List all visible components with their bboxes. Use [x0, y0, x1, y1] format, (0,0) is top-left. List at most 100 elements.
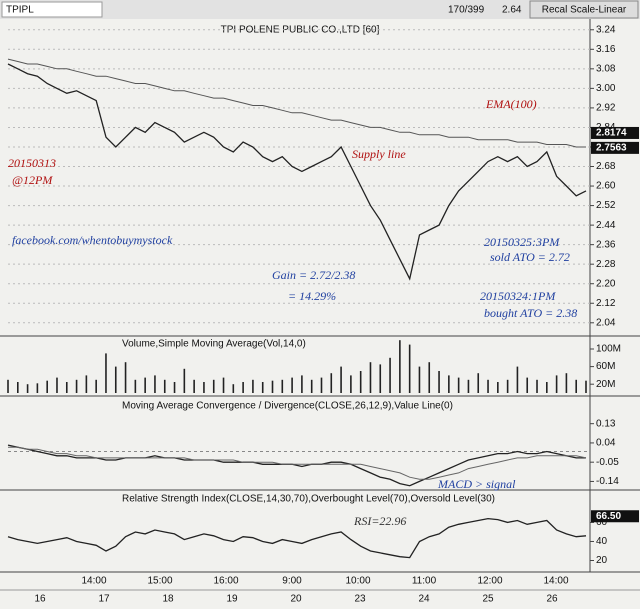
volume-bar	[448, 375, 450, 393]
volume-bar	[154, 375, 156, 393]
volume-bar	[114, 366, 117, 393]
series-line	[7, 517, 587, 559]
last-value-box	[591, 141, 639, 154]
date-label: 25	[482, 594, 494, 605]
volume-bar	[408, 344, 411, 393]
date-label: 17	[98, 594, 110, 605]
series-line	[7, 444, 586, 487]
y-tick-label: 20	[596, 555, 608, 566]
annotation: 20150313	[8, 156, 56, 170]
volume-bar	[555, 375, 558, 393]
volume-bar	[7, 379, 9, 393]
volume-bar	[379, 364, 382, 393]
volume-bar	[575, 379, 578, 393]
annotation: = 14.29%	[288, 289, 336, 303]
time-label: 16:00	[213, 576, 238, 587]
annotation: facebook.com/whentobuymystock	[12, 233, 173, 247]
y-tick-label: 2.44	[596, 220, 616, 231]
last-value-box	[591, 126, 639, 139]
date-label: 18	[162, 594, 174, 605]
series-line	[7, 58, 586, 148]
volume-bar	[320, 377, 323, 393]
y-tick-label: 3.16	[596, 44, 616, 55]
time-label: 10:00	[345, 576, 370, 587]
annotation: MACD > signal	[437, 477, 516, 491]
y-tick-label: 3.08	[596, 63, 616, 74]
symbol-box[interactable]	[1, 1, 103, 18]
annotation: RSI=22.96	[353, 514, 406, 528]
volume-bar	[261, 382, 264, 393]
volume-bar	[350, 375, 352, 393]
time-label: 14:00	[81, 576, 106, 587]
volume-bar	[281, 379, 284, 393]
recal-button[interactable]	[529, 0, 639, 19]
panel-title: Moving Average Convergence / Divergence(…	[122, 401, 453, 412]
volume-bar	[506, 379, 509, 393]
date-label: 19	[226, 594, 238, 605]
volume-bar	[65, 382, 68, 393]
volume-bar	[565, 373, 568, 393]
annotation: EMA(100)	[485, 97, 537, 111]
y-tick-label: 2.52	[596, 200, 616, 211]
annotation: Supply line	[352, 147, 406, 161]
time-label: 15:00	[147, 576, 172, 587]
panel-title: TPI POLENE PUBLIC CO.,LTD [60]	[221, 25, 380, 36]
volume-bar	[134, 379, 137, 393]
panel-title: Volume,Simple Moving Average(Vol,14,0)	[122, 339, 306, 350]
volume-bar	[546, 382, 548, 393]
y-tick-label: -0.05	[596, 457, 619, 468]
date-label: 24	[418, 594, 430, 605]
annotation: sold ATO = 2.72	[490, 250, 570, 264]
last-value-label: 2.7563	[596, 143, 627, 154]
volume-bar	[418, 366, 421, 393]
volume-bar	[252, 379, 254, 393]
volume-bar	[173, 382, 176, 393]
time-label: 11:00	[412, 576, 437, 587]
series-line	[7, 63, 587, 281]
y-tick-label: 2.28	[596, 259, 616, 270]
volume-bar	[75, 379, 78, 393]
date-label: 20	[290, 594, 302, 605]
volume-bar	[105, 353, 107, 393]
volume-bar	[271, 380, 274, 393]
panel-title: Relative Strength Index(CLOSE,14,30,70),…	[122, 494, 495, 505]
time-label: 9:00	[282, 576, 302, 587]
volume-bar	[477, 373, 480, 393]
volume-bar	[242, 382, 244, 393]
volume-bar	[85, 375, 88, 393]
y-tick-label: 2.36	[596, 239, 616, 250]
volume-bar	[526, 377, 529, 393]
annotation: @12PM	[12, 173, 53, 187]
volume-bar	[16, 382, 19, 393]
y-tick-label: 60	[596, 517, 608, 528]
volume-bar	[301, 375, 303, 393]
volume-bar	[183, 368, 186, 393]
volume-bar	[232, 384, 235, 393]
volume-bar	[56, 377, 58, 393]
y-tick-label: 2.04	[596, 317, 616, 328]
y-tick-label: 100M	[596, 344, 621, 355]
y-tick-label: 40	[596, 536, 608, 547]
last-value-label: 2.8174	[596, 128, 627, 139]
y-tick-label: 3.24	[596, 24, 616, 35]
volume-bar	[585, 380, 587, 393]
price: 2.64	[502, 5, 522, 16]
record-count: 170/399	[448, 5, 485, 16]
volume-bar	[428, 362, 431, 393]
date-label: 23	[354, 594, 366, 605]
volume-bar	[438, 371, 440, 393]
volume-bar	[369, 362, 372, 393]
volume-bar	[291, 377, 293, 393]
y-tick-label: 3.00	[596, 83, 616, 94]
volume-bar	[399, 340, 401, 393]
recal-label: Recal Scale-Linear	[542, 5, 627, 16]
volume-bar	[536, 379, 538, 393]
last-value-box	[591, 510, 639, 523]
volume-bar	[36, 383, 39, 393]
y-tick-label: 2.68	[596, 161, 616, 172]
y-tick-label: 60M	[596, 361, 615, 372]
volume-bar	[203, 382, 205, 393]
volume-bar	[46, 380, 48, 393]
